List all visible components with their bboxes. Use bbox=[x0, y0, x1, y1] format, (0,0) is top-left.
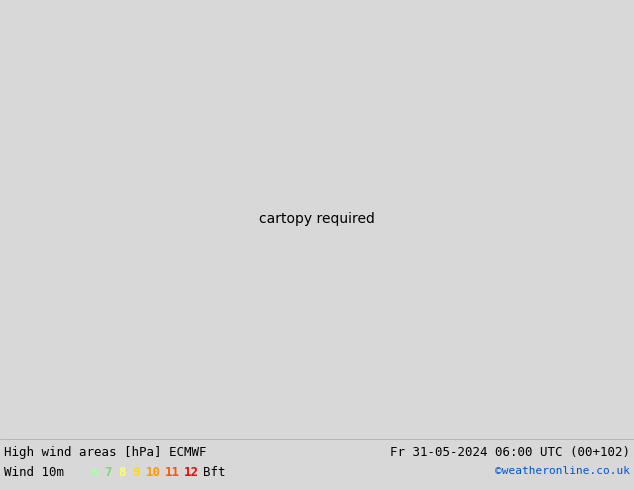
Text: Fr 31-05-2024 06:00 UTC (00+102): Fr 31-05-2024 06:00 UTC (00+102) bbox=[390, 446, 630, 459]
Text: 12: 12 bbox=[184, 466, 199, 479]
Text: High wind areas [hPa] ECMWF: High wind areas [hPa] ECMWF bbox=[4, 446, 207, 459]
Text: cartopy required: cartopy required bbox=[259, 212, 375, 226]
Text: 6: 6 bbox=[90, 466, 98, 479]
Text: 11: 11 bbox=[165, 466, 180, 479]
Text: 7: 7 bbox=[104, 466, 112, 479]
Text: ©weatheronline.co.uk: ©weatheronline.co.uk bbox=[495, 466, 630, 476]
Text: Bft: Bft bbox=[203, 466, 226, 479]
Text: 9: 9 bbox=[132, 466, 139, 479]
Text: 8: 8 bbox=[118, 466, 126, 479]
Text: 10: 10 bbox=[146, 466, 161, 479]
Text: Wind 10m: Wind 10m bbox=[4, 466, 64, 479]
